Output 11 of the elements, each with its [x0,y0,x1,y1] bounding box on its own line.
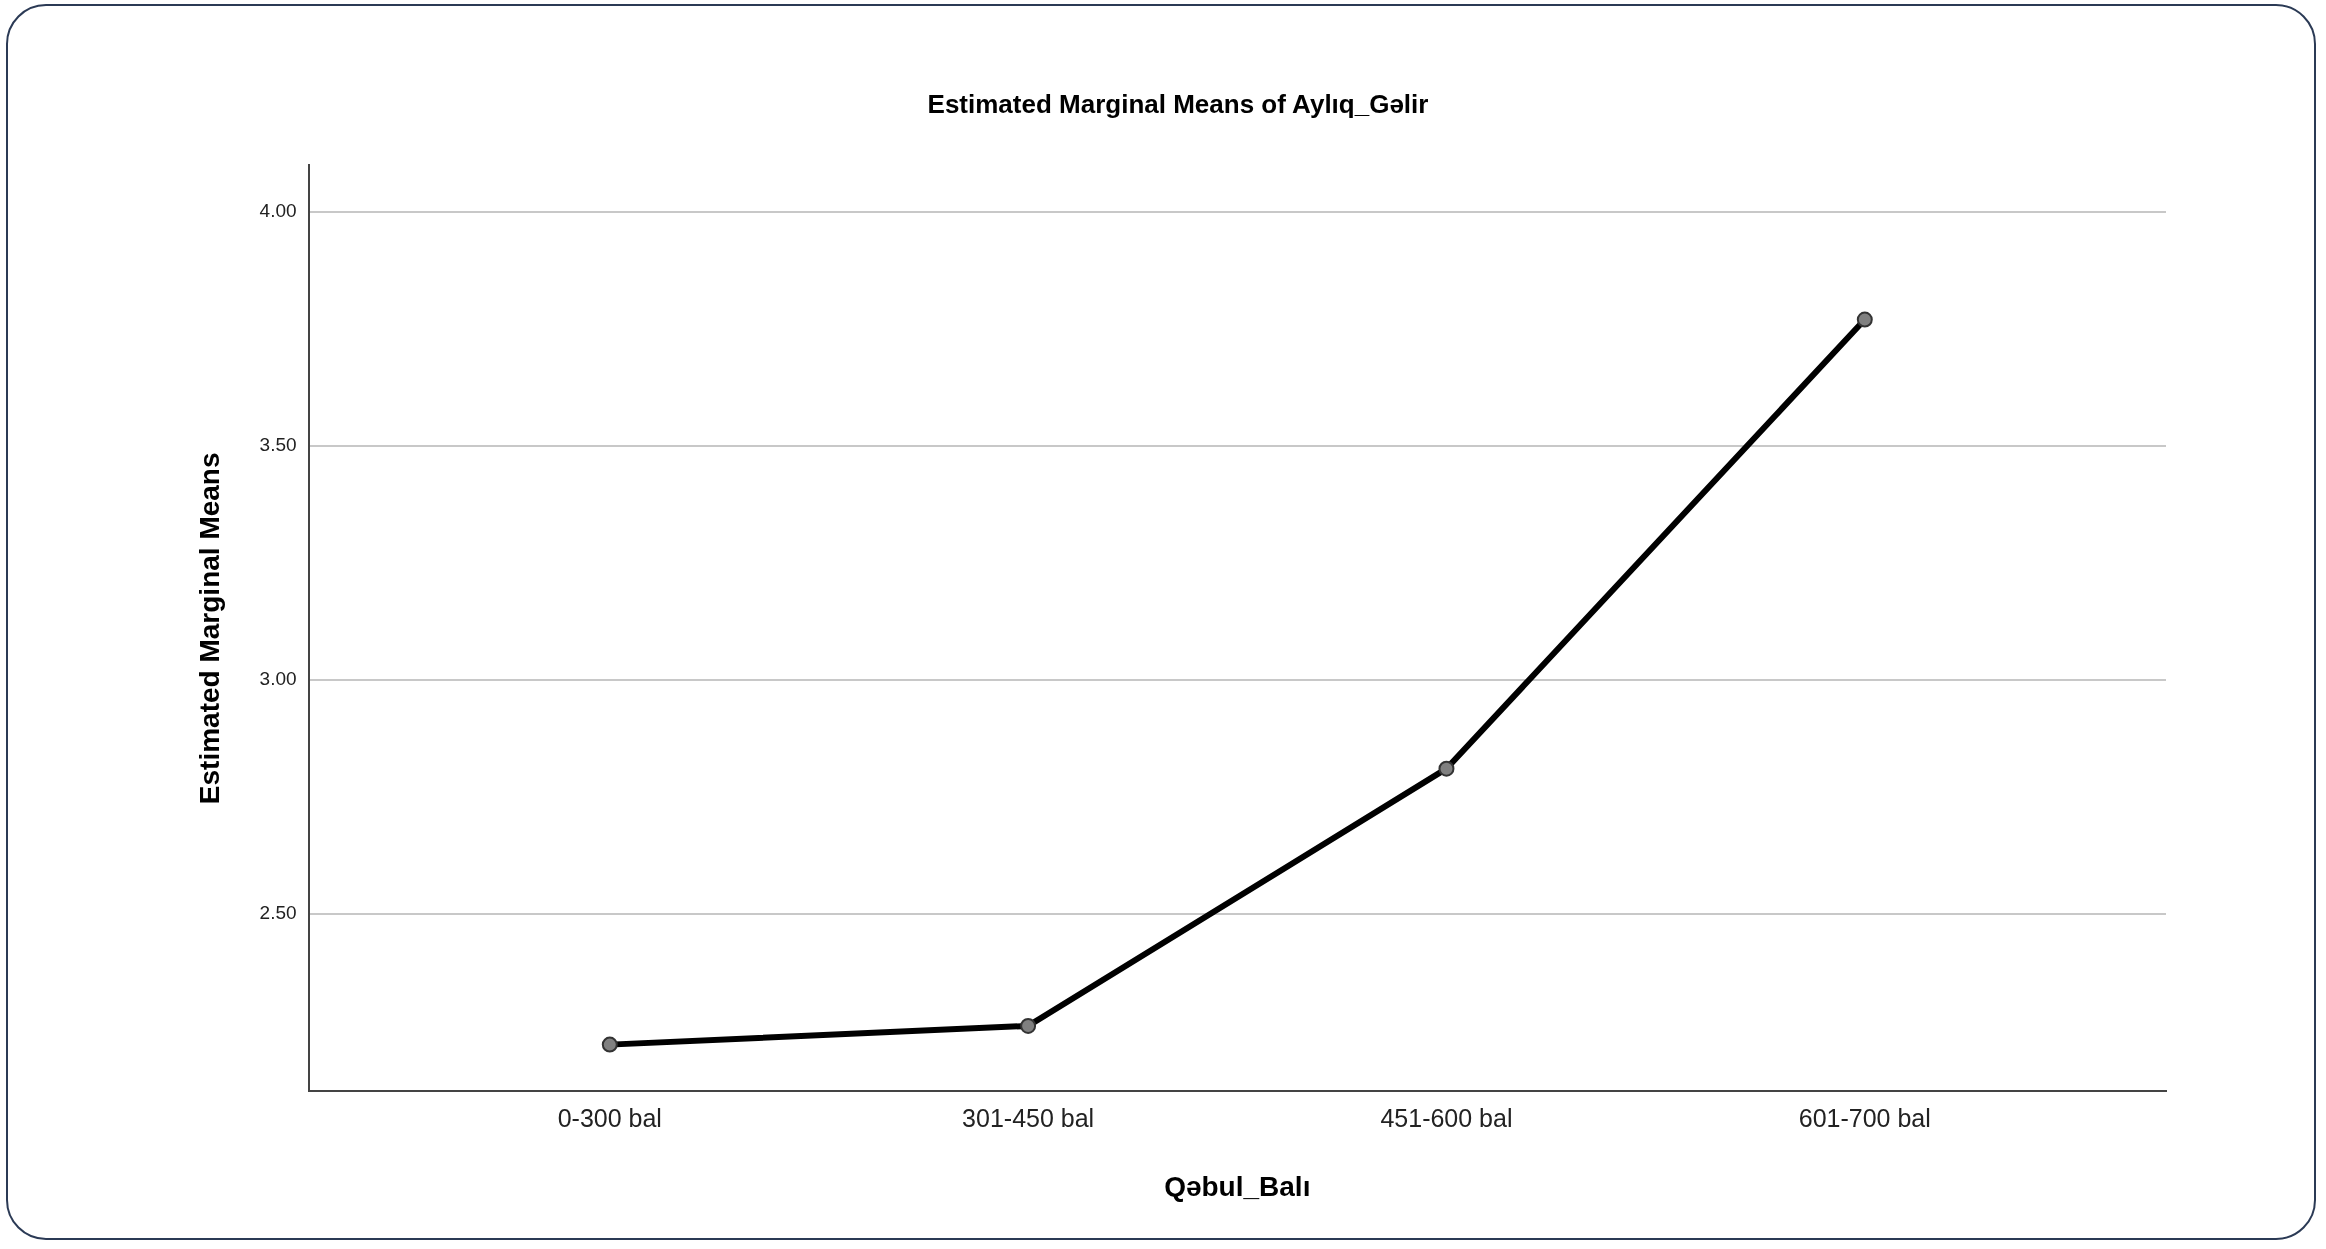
y-tick-label: 3.00 [259,667,297,689]
chart-title: Estimated Marginal Means of Aylıq_Gəlir [927,88,1429,119]
y-axis-title: Estimated Marginal Means [193,452,225,805]
y-tick-label: 4.00 [259,200,297,222]
x-axis-title: Qəbul_Balı [1164,1170,1311,1202]
x-tick-label: 451-600 bal [1380,1104,1513,1133]
y-tick-label: 2.50 [259,901,297,923]
y-tick-label: 3.50 [259,434,297,456]
x-tick-label: 301-450 bal [962,1104,1095,1133]
x-tick-label: 601-700 bal [1798,1104,1931,1133]
x-tick-label: 0-300 bal [557,1104,662,1133]
